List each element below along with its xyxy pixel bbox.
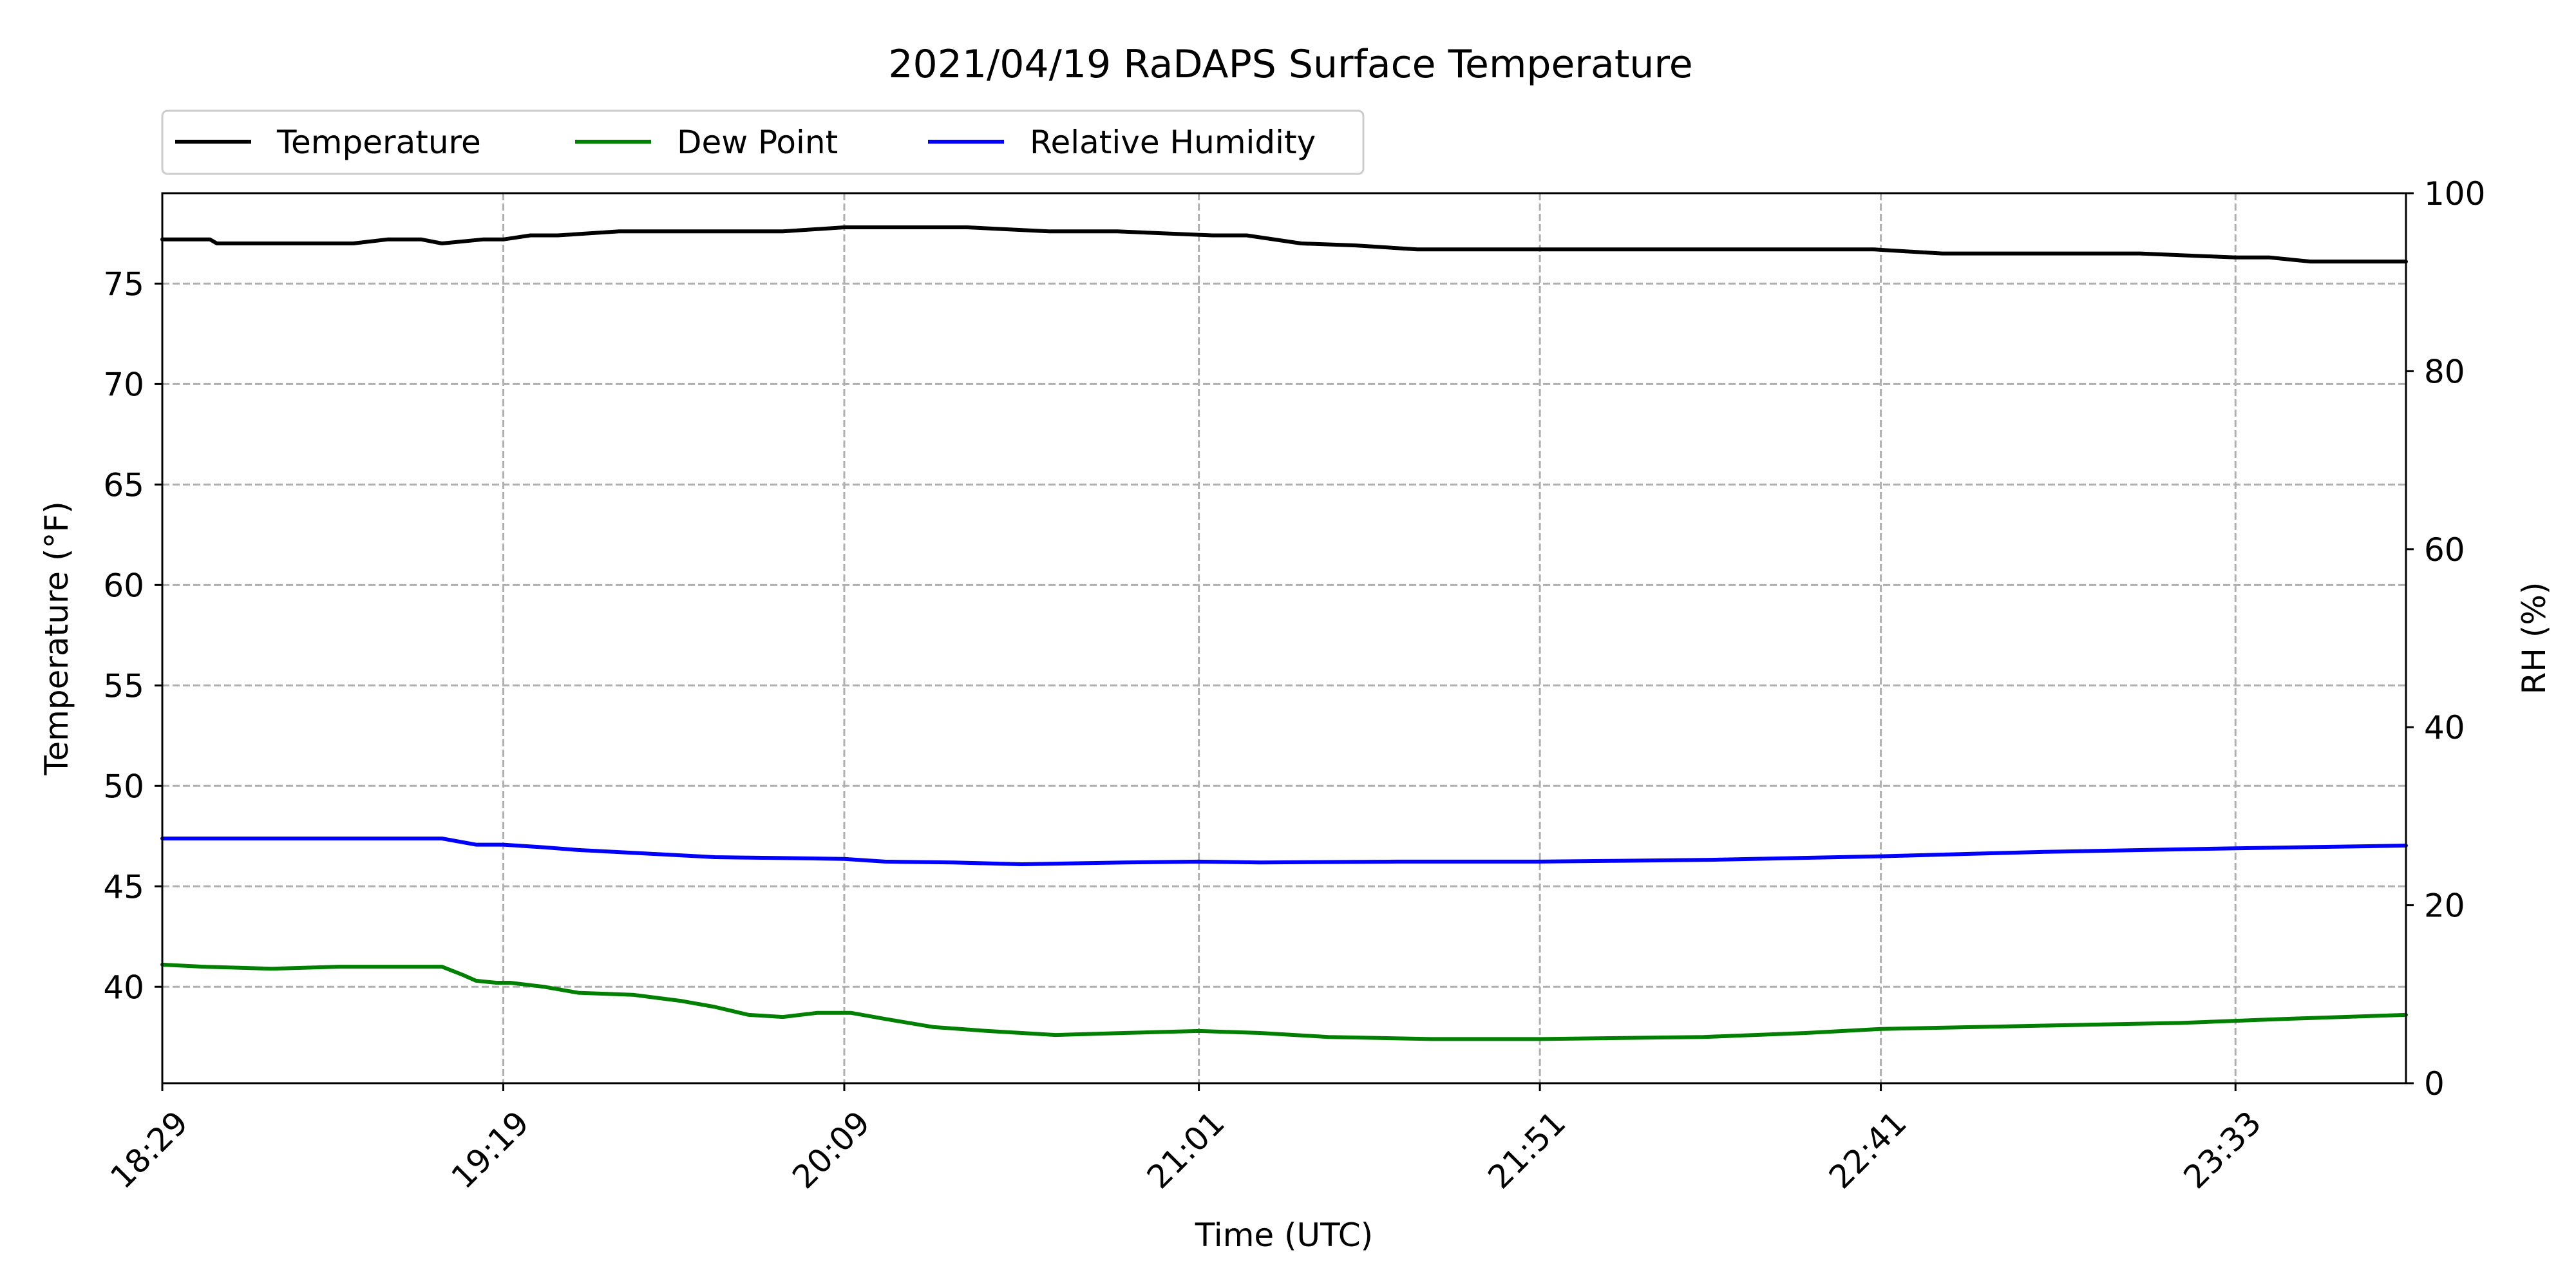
series-layer [160, 225, 2408, 1041]
x-tick-label-20-09: 20:09 [785, 1104, 877, 1196]
x-tick-label-18-29: 18:29 [103, 1104, 195, 1196]
x-tick-label-19-19: 19:19 [444, 1104, 536, 1196]
y-tick-label-70: 70 [103, 366, 144, 403]
legend: Temperature Dew Point Relative Humidity [161, 109, 1365, 175]
y-tick-group: 40 45 50 55 60 65 70 75 [103, 265, 162, 1006]
y-tick-label-45: 45 [103, 868, 144, 905]
x-tick-label-21-51: 21:51 [1481, 1104, 1573, 1196]
x-tick-label-22-41: 22:41 [1822, 1104, 1914, 1196]
y-tick-label-40: 40 [103, 969, 144, 1006]
y-axis-label: Temperature (°F) [38, 501, 75, 775]
x-tick-label-23-33: 23:33 [2177, 1104, 2269, 1196]
y2-tick-label-20: 20 [2424, 887, 2465, 925]
series-line-dew-point [160, 962, 2408, 1041]
series-line-temperature [160, 225, 2408, 264]
y-tick-label-50: 50 [103, 768, 144, 805]
legend-label-dew-point: Dew Point [677, 124, 838, 161]
y2-tick-label-60: 60 [2424, 531, 2465, 569]
x-axis-label: Time (UTC) [1195, 1217, 1373, 1254]
y-tick-label-60: 60 [103, 567, 144, 604]
series-line-relative-humidity [160, 837, 2408, 866]
y2-tick-label-0: 0 [2424, 1065, 2445, 1103]
y2-tick-label-100: 100 [2424, 175, 2485, 213]
y2-axis-label: RH (%) [2515, 582, 2553, 695]
y2-tick-group: 0 20 40 60 80 100 [2406, 175, 2485, 1103]
grid-layer [161, 193, 2406, 1083]
legend-label-temperature: Temperature [276, 124, 481, 161]
legend-label-relative-humidity: Relative Humidity [1030, 124, 1316, 161]
y-tick-label-55: 55 [103, 667, 144, 705]
y-tick-label-65: 65 [103, 466, 144, 504]
y-tick-label-75: 75 [103, 265, 144, 303]
y2-tick-label-40: 40 [2424, 709, 2465, 746]
x-tick-group: 18:29 19:19 20:09 21:01 21:51 22:41 23:33 [103, 1083, 2268, 1196]
plot-frame [161, 192, 2407, 1084]
legend-frame [161, 109, 1365, 175]
x-tick-label-21-01: 21:01 [1140, 1104, 1232, 1196]
chart-title: 2021/04/19 RaDAPS Surface Temperature [888, 42, 1692, 87]
y2-tick-label-80: 80 [2424, 353, 2465, 390]
